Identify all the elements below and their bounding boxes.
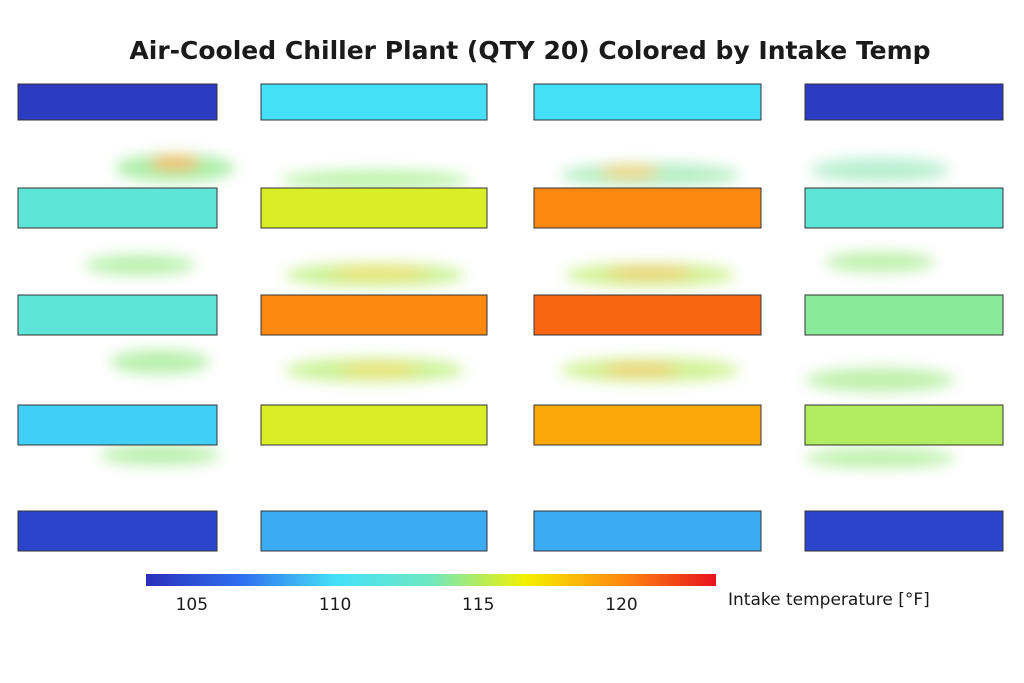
chiller [17, 294, 218, 336]
chiller [260, 294, 488, 336]
colorbar-tick-label: 105 [176, 595, 208, 615]
chiller [260, 187, 488, 229]
colorbar-tick-label: 110 [319, 595, 351, 615]
plumes [85, 154, 955, 468]
colorbar-tick-label: 115 [462, 595, 494, 615]
colorbar-label: Intake temperature [°F] [728, 590, 930, 610]
chiller [533, 187, 762, 229]
chiller [17, 83, 218, 121]
chiller [533, 404, 762, 446]
chiller [804, 294, 1004, 336]
chiller [17, 404, 218, 446]
chiller [260, 83, 488, 121]
chiller [804, 83, 1004, 121]
chiller [260, 404, 488, 446]
chart-title: Air-Cooled Chiller Plant (QTY 20) Colore… [129, 36, 930, 65]
chiller [17, 187, 218, 229]
colorbar-tick-label: 120 [605, 595, 637, 615]
chiller [533, 294, 762, 336]
chiller [804, 187, 1004, 229]
chiller [804, 404, 1004, 446]
colorbar [146, 574, 716, 586]
chiller [804, 510, 1004, 552]
chiller [17, 510, 218, 552]
chiller [533, 510, 762, 552]
chiller [533, 83, 762, 121]
chiller [260, 510, 488, 552]
